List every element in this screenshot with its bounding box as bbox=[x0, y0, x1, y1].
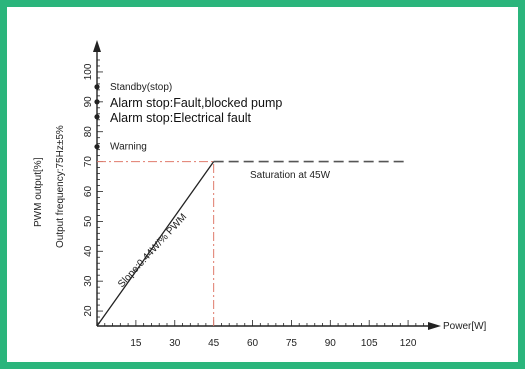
y-tick-label: 60 bbox=[83, 186, 94, 198]
x-axis-label: Power[W] bbox=[443, 321, 487, 332]
y-tick-label: 100 bbox=[83, 63, 94, 80]
slope-line bbox=[96, 161, 215, 327]
level-dot bbox=[94, 84, 100, 90]
guides bbox=[97, 161, 215, 326]
x-tick-label: 120 bbox=[400, 338, 417, 349]
saturation-annotation: Saturation at 45W bbox=[250, 170, 331, 181]
axes bbox=[93, 40, 441, 330]
level-dot bbox=[94, 114, 100, 120]
level-dot bbox=[94, 99, 100, 105]
y-tick-label: 80 bbox=[83, 126, 94, 138]
x-tick-label: 60 bbox=[247, 338, 259, 349]
level-label: Alarm stop:Fault,blocked pump bbox=[110, 96, 282, 110]
series bbox=[96, 160, 409, 327]
x-axis-arrow bbox=[428, 322, 441, 330]
y-tick-label: 20 bbox=[83, 305, 94, 317]
x-tick-label: 15 bbox=[130, 338, 142, 349]
y-tick-label: 90 bbox=[83, 96, 94, 108]
x-tick-label: 30 bbox=[169, 338, 181, 349]
level-label: Warning bbox=[110, 142, 147, 153]
y-axis-arrow bbox=[93, 40, 101, 52]
y-tick-label: 70 bbox=[83, 156, 94, 168]
y-tick-label: 40 bbox=[83, 245, 94, 257]
x-tick-label: 75 bbox=[286, 338, 298, 349]
y-tick-label: 30 bbox=[83, 275, 94, 287]
y-tick-label: 50 bbox=[83, 215, 94, 227]
x-tick-label: 105 bbox=[361, 338, 378, 349]
level-label: Alarm stop:Electrical fault bbox=[110, 111, 252, 125]
x-tick-label: 45 bbox=[208, 338, 220, 349]
y-axis-label-pwm: PWM output[%] bbox=[33, 157, 44, 227]
x-tick-label: 90 bbox=[325, 338, 337, 349]
slope-annotation: Slope:0.44W/% PWM bbox=[116, 212, 189, 290]
level-label: Standby(stop) bbox=[110, 82, 172, 93]
y-axis-label-frequency: Output frequency:75Hz±5% bbox=[55, 125, 66, 248]
level-dot bbox=[94, 144, 100, 150]
levels: Standby(stop) Alarm stop:Fault,blocked pu… bbox=[94, 82, 282, 153]
